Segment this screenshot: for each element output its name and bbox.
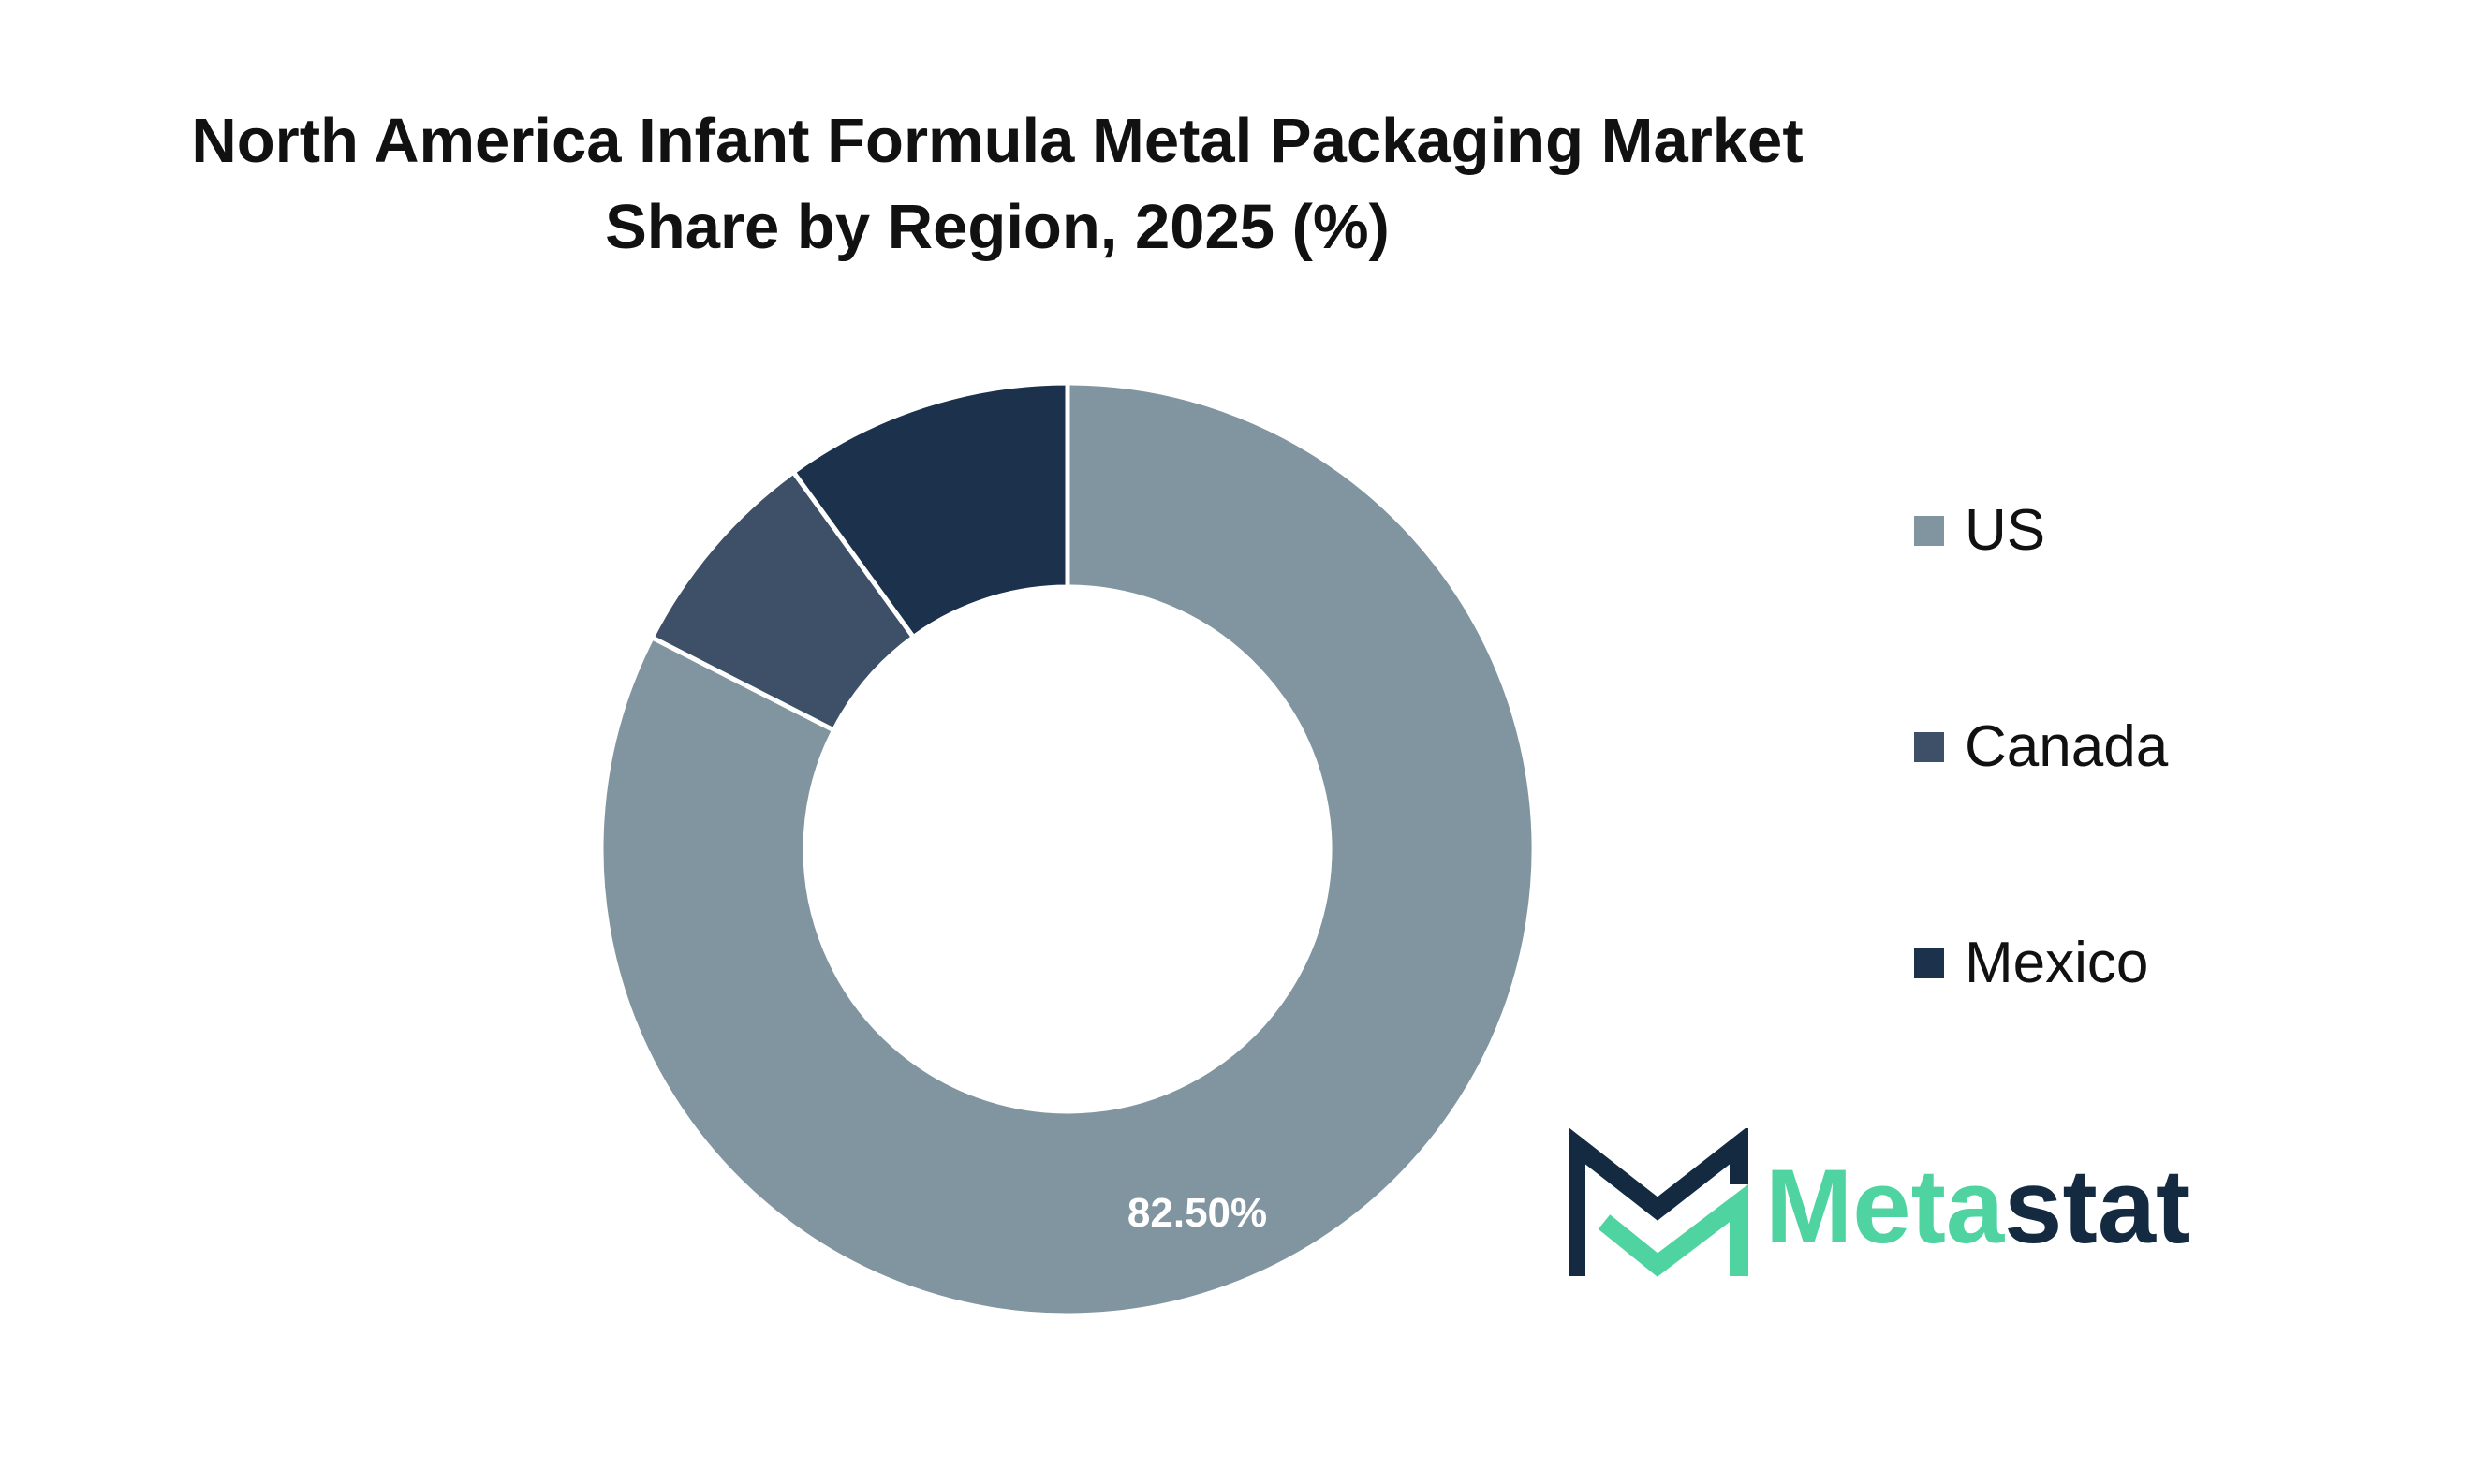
legend-swatch-us: [1914, 515, 1944, 546]
data-label-us: 82.50%: [1127, 1190, 1267, 1236]
logo-text-meta: Meta: [1765, 1148, 2005, 1265]
svg-text:Metastat: Metastat: [1765, 1148, 2190, 1265]
legend-label-us: US: [1965, 498, 2046, 563]
metastat-logo-mark: [1567, 1125, 1748, 1277]
legend-item-canada: Canada: [1914, 713, 2168, 780]
legend-swatch-mexico: [1914, 948, 1944, 978]
donut-slice-us: [598, 380, 1537, 1318]
chart-title: North America Infant Formula Metal Packa…: [0, 98, 1995, 271]
chart-title-line-1: North America Infant Formula Metal Packa…: [191, 106, 1804, 176]
legend-label-canada: Canada: [1965, 714, 2169, 779]
legend-swatch-canada: [1914, 731, 1944, 762]
legend-label-mexico: Mexico: [1965, 931, 2149, 995]
logo-text-stat: stat: [2004, 1148, 2190, 1265]
legend-item-us: US: [1914, 497, 2045, 564]
legend-item-mexico: Mexico: [1914, 930, 2148, 996]
chart-title-line-2: Share by Region, 2025 (%): [605, 192, 1390, 262]
metastat-logo: Metastat: [1567, 1125, 2262, 1292]
donut-slice-mexico: [789, 380, 1070, 640]
